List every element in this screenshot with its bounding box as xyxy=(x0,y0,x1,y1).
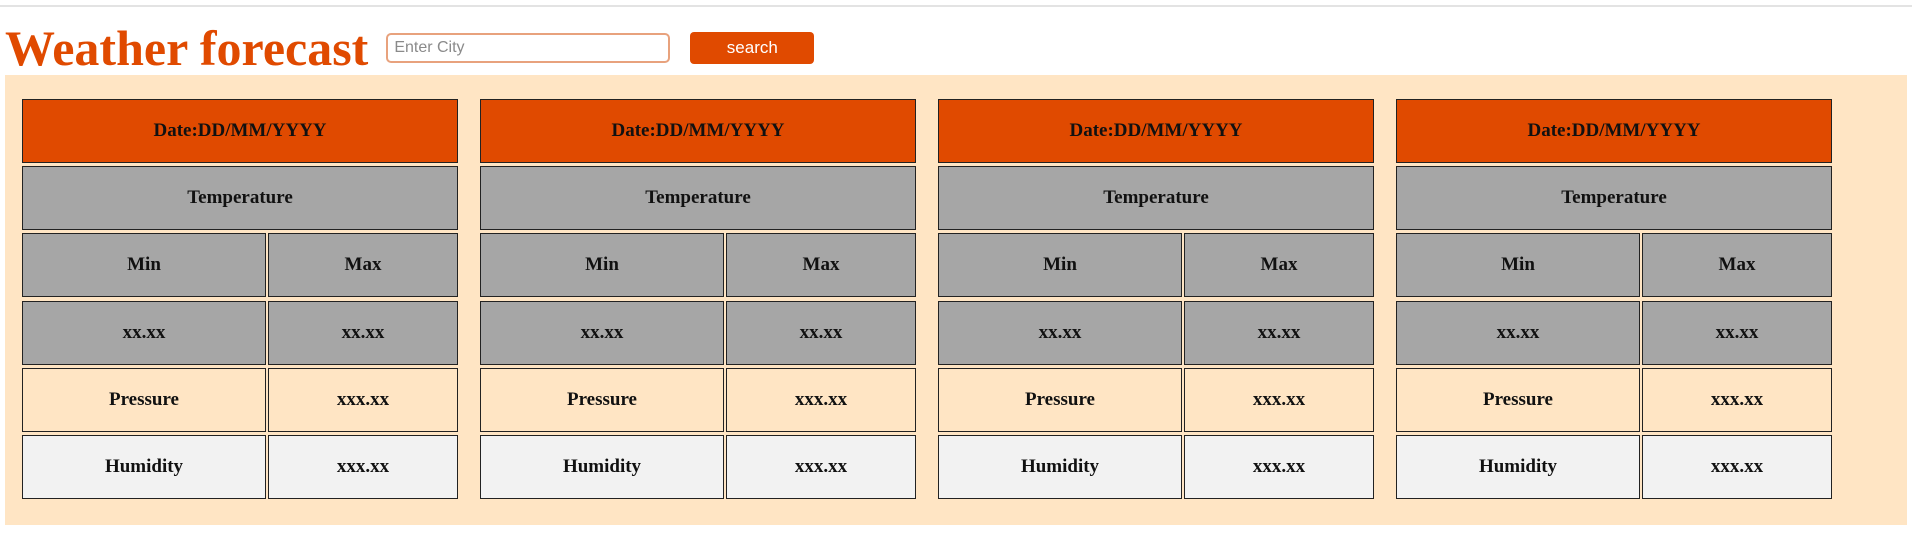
pressure-label: Pressure xyxy=(1396,368,1640,432)
humidity-label: Humidity xyxy=(480,435,724,499)
min-value: xx.xx xyxy=(938,301,1182,365)
page-header: Weather forecast search xyxy=(5,18,815,78)
search-button[interactable]: search xyxy=(690,32,815,64)
pressure-label: Pressure xyxy=(938,368,1182,432)
forecast-date: Date:DD/MM/YYYY xyxy=(938,99,1374,163)
forecast-date: Date:DD/MM/YYYY xyxy=(22,99,458,163)
pressure-value: xxx.xx xyxy=(1184,368,1374,432)
min-value: xx.xx xyxy=(1396,301,1640,365)
humidity-value: xxx.xx xyxy=(1642,435,1832,499)
max-value: xx.xx xyxy=(1642,301,1832,365)
min-label: Min xyxy=(480,233,724,297)
max-value: xx.xx xyxy=(1184,301,1374,365)
pressure-label: Pressure xyxy=(480,368,724,432)
pressure-label: Pressure xyxy=(22,368,266,432)
temperature-header: Temperature xyxy=(480,166,916,230)
max-label: Max xyxy=(1642,233,1832,297)
min-value: xx.xx xyxy=(480,301,724,365)
humidity-label: Humidity xyxy=(938,435,1182,499)
temperature-header: Temperature xyxy=(938,166,1374,230)
forecast-panel: Date:DD/MM/YYYY Temperature Min Max xx.x… xyxy=(5,75,1907,525)
humidity-value: xxx.xx xyxy=(1184,435,1374,499)
forecast-date: Date:DD/MM/YYYY xyxy=(1396,99,1832,163)
temperature-header: Temperature xyxy=(1396,166,1832,230)
min-label: Min xyxy=(938,233,1182,297)
min-value: xx.xx xyxy=(22,301,266,365)
pressure-value: xxx.xx xyxy=(1642,368,1832,432)
temperature-header: Temperature xyxy=(22,166,458,230)
humidity-label: Humidity xyxy=(1396,435,1640,499)
max-value: xx.xx xyxy=(726,301,916,365)
pressure-value: xxx.xx xyxy=(268,368,458,432)
max-label: Max xyxy=(268,233,458,297)
humidity-value: xxx.xx xyxy=(726,435,916,499)
page-title: Weather forecast xyxy=(5,20,369,76)
humidity-label: Humidity xyxy=(22,435,266,499)
humidity-value: xxx.xx xyxy=(268,435,458,499)
max-label: Max xyxy=(1184,233,1374,297)
pressure-value: xxx.xx xyxy=(726,368,916,432)
forecast-date: Date:DD/MM/YYYY xyxy=(480,99,916,163)
top-divider xyxy=(0,5,1912,7)
max-label: Max xyxy=(726,233,916,297)
min-label: Min xyxy=(22,233,266,297)
city-search-input[interactable] xyxy=(386,33,671,63)
max-value: xx.xx xyxy=(268,301,458,365)
min-label: Min xyxy=(1396,233,1640,297)
